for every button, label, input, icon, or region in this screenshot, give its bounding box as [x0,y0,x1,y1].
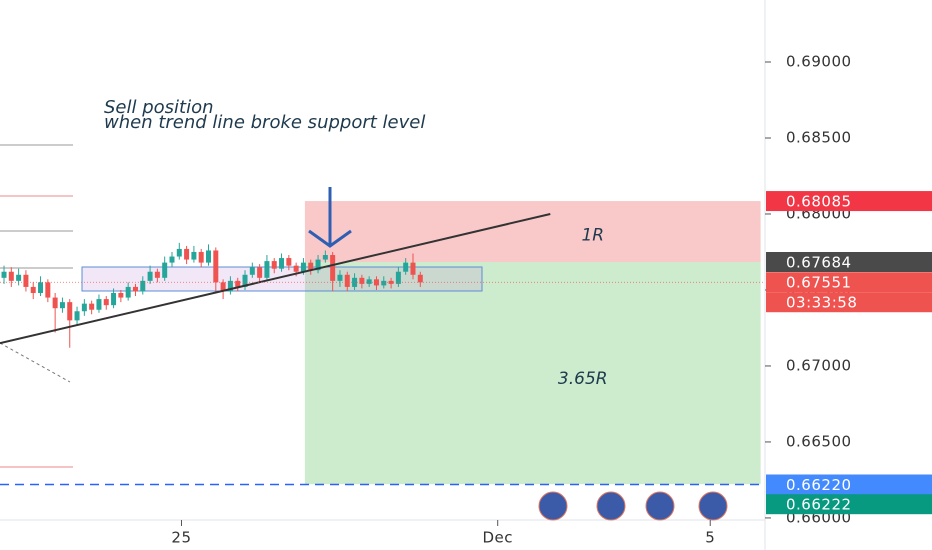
candle-body [366,279,372,284]
candles [1,242,423,348]
candle-body [191,251,197,260]
candle-body [249,267,255,275]
candle-body [118,293,124,298]
candle-body [74,311,80,321]
candle-body [23,274,29,287]
y-tick-label: 0.66500 [786,432,852,450]
candle-body [395,271,401,284]
candle-body [359,277,365,284]
candle-body [257,267,263,278]
candle-body [1,271,7,278]
level-marks [0,144,73,468]
candle-body [264,261,270,278]
candle-body [111,293,117,306]
candle-body [235,280,241,287]
price-tags: 0.68085 0.67684 0.67551 03:33:58 0.66220 0.66… [766,191,932,515]
x-tick-label: Dec [482,529,513,547]
candle-body [140,280,146,292]
event-icon [596,491,626,521]
candle-body [38,282,44,294]
candle-body [96,299,102,310]
y-tick-label: 0.67000 [786,356,852,374]
candle-body [125,286,131,298]
price-tag-label: 0.66222 [786,496,852,514]
price-tag [766,474,932,495]
candle-body [271,261,277,269]
price-tag [766,272,932,293]
candle-body [147,271,153,281]
candle-body [322,255,328,260]
candle-body [89,303,95,310]
candle-body [344,274,350,287]
annotation: when trend line broke support level [104,112,425,133]
reward-label: 3.65R [558,369,608,389]
event-icons [538,491,728,521]
price-tag [766,494,932,515]
candle-body [388,280,394,284]
candle-body [410,262,416,275]
candle-body [373,279,379,286]
price-tag [766,191,932,212]
candle-body [67,302,73,321]
reward-zone [304,262,761,485]
event-icon [538,491,568,521]
x-tick-label: 5 [705,529,715,547]
candle-body [154,271,160,278]
x-tick-label: 25 [171,529,191,547]
candle-body [417,274,423,283]
trend-line [0,213,551,345]
overlays [0,213,765,486]
arrow-head [308,229,352,248]
candle-body [381,280,387,286]
candle-body [184,248,190,260]
candle-body [52,297,58,309]
price-tag-label: 0.68085 [786,193,852,211]
candle-body [30,286,36,294]
candle-body [16,274,22,281]
candle-body [8,271,14,281]
price-tag-label: 0.66220 [786,476,852,494]
candle-body [162,262,168,278]
candle-body [59,302,65,309]
candle-body [220,282,226,292]
countdown-bg [766,292,932,313]
dotted-line [0,342,71,383]
y-tick-label: 0.69000 [786,53,852,71]
candle-body [45,282,51,298]
y-tick-label: 0.68500 [786,128,852,146]
candle-body [103,299,109,306]
candle-body [403,262,409,272]
candle-body [81,303,87,312]
countdown: 03:33:58 [786,294,857,312]
candle-body [330,255,336,281]
candle-body [169,256,175,263]
price-tag-label: 0.67551 [786,274,852,292]
candle-body [300,262,306,272]
event-icon [698,491,728,521]
candle-body [176,248,182,257]
candle-body [293,265,299,272]
event-icon [645,491,675,521]
candle-body [132,286,138,292]
risk-label: 1R [581,226,604,246]
candle-body [286,258,292,266]
candle-body [308,262,314,271]
price-tag [766,252,932,273]
candle-body [206,250,212,263]
candle-body [279,258,285,269]
position: 1R 3.65R [304,201,761,485]
candle-body [315,259,321,271]
candle-body [227,280,233,292]
arrow [308,187,352,248]
candle-body [337,274,343,281]
candle-body [213,250,219,283]
annotation: Sell position [104,97,214,118]
risk-zone [304,201,761,263]
candle-body [242,274,248,287]
price-tag-label: 0.67684 [786,254,852,272]
candle-body [198,251,204,263]
